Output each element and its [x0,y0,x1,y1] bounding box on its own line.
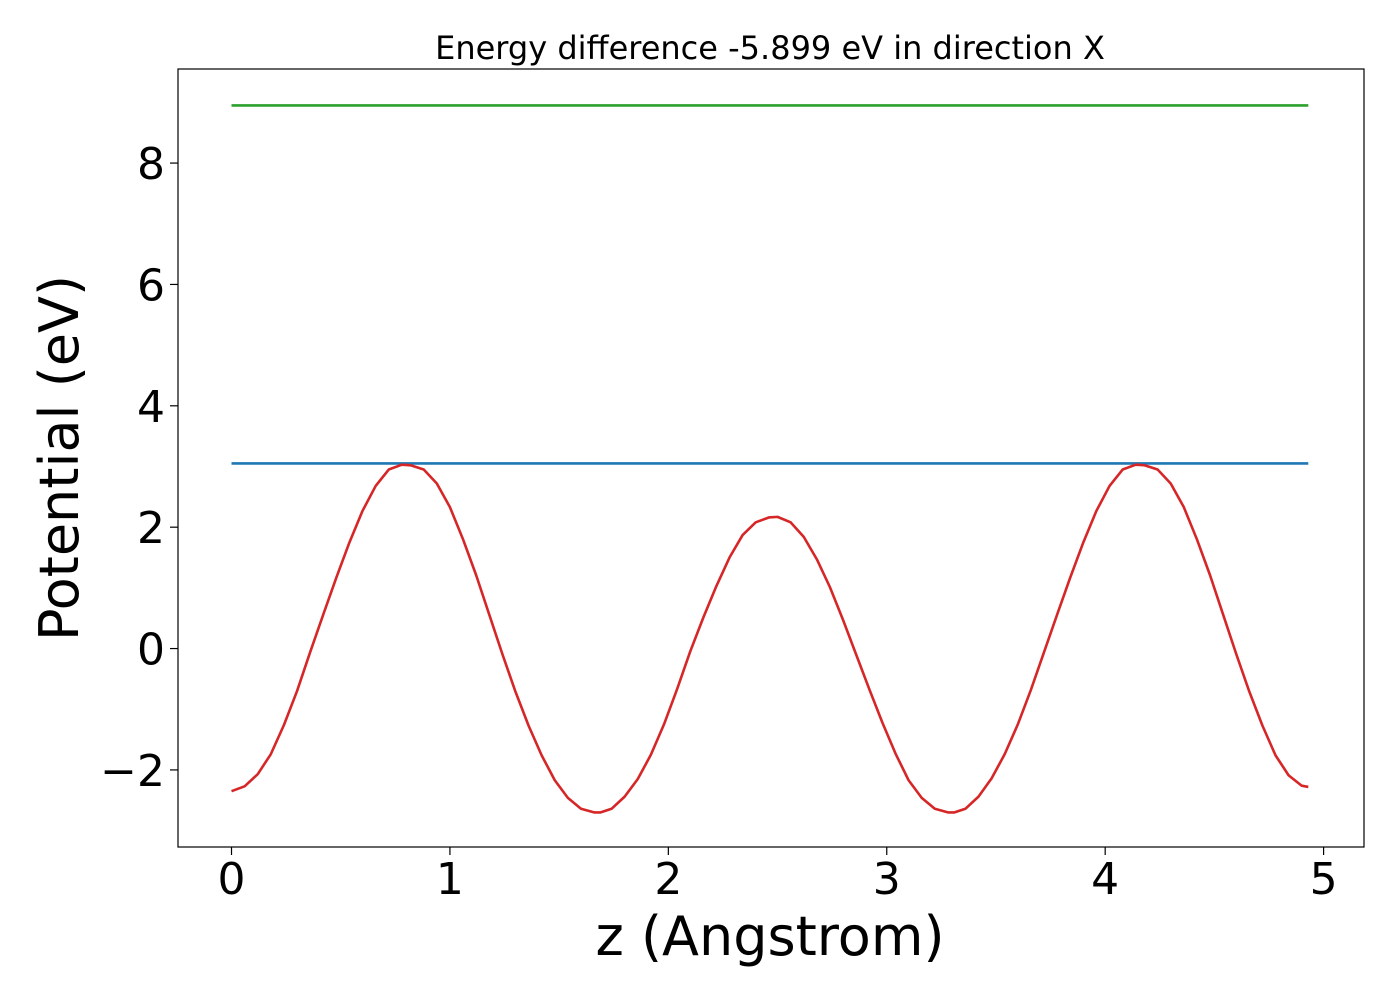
chart-title: Energy difference -5.899 eV in direction… [435,29,1105,67]
y-tick-label: 6 [137,260,165,311]
x-tick-label: 2 [654,854,682,905]
plot-area [231,104,1309,814]
x-tick-label: 4 [1091,854,1119,905]
y-axis-ticks: −2 0 2 4 6 8 [100,139,178,797]
y-axis-label: Potential (eV) [28,275,91,641]
x-axis-label: z (Angstrom) [595,905,944,968]
x-tick-label: 0 [218,854,246,905]
plot-frame [177,68,1365,848]
x-tick-label: 3 [873,854,901,905]
series-line-2 [231,463,1309,814]
y-tick-label: 0 [137,625,165,676]
x-tick-label: 1 [436,854,464,905]
x-tick-label: 5 [1310,854,1338,905]
x-axis-ticks: 0 1 2 3 4 5 [218,847,1338,905]
y-tick-label: 4 [137,382,165,433]
y-tick-label: 2 [137,503,165,554]
y-tick-label: −2 [100,746,165,797]
y-tick-label: 8 [137,139,165,190]
